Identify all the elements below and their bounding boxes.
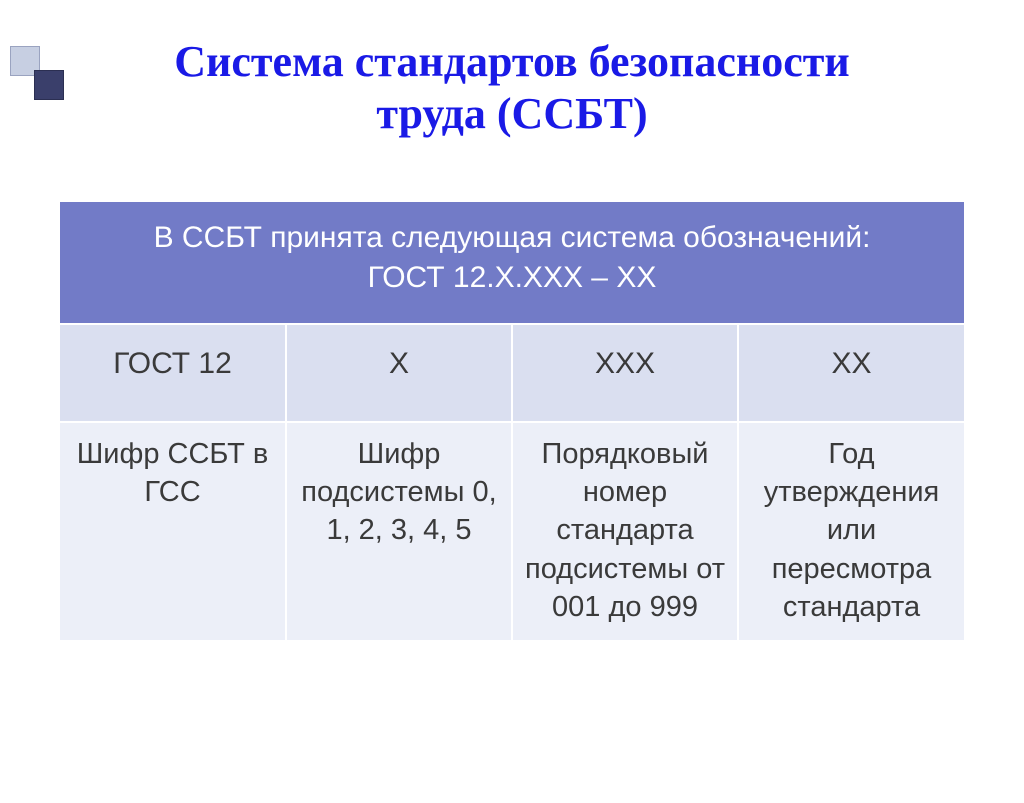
table-desc-row: Шифр ССБТ в ГСС Шифр подсистемы 0, 1, 2,… [60,422,964,640]
table-header-row: В ССБТ принята следующая система обознач… [60,202,964,324]
header-line-1: В ССБТ принята следующая система обознач… [154,221,871,254]
desc-cell: Шифр подсистемы 0, 1, 2, 3, 4, 5 [286,422,512,640]
code-cell: Х [286,324,512,422]
corner-decoration [10,46,66,102]
desc-cell: Год утверждения или пересмотра стандарта [738,422,964,640]
table-code-row: ГОСТ 12 Х ХХХ ХХ [60,324,964,422]
ssbt-table: В ССБТ принята следующая система обознач… [60,202,964,640]
page-title: Система стандартов безопасности труда (С… [0,36,1024,140]
deco-square-dark [34,70,64,100]
table-header-cell: В ССБТ принята следующая система обознач… [60,202,964,324]
title-line-2: труда (ССБТ) [376,89,647,138]
code-cell: ГОСТ 12 [60,324,286,422]
code-cell: ХХХ [512,324,738,422]
code-cell: ХХ [738,324,964,422]
title-line-1: Система стандартов безопасности [174,37,849,86]
header-line-2: ГОСТ 12.Х.ХХХ – ХХ [368,261,657,294]
desc-cell: Порядковый номер стандарта подсистемы от… [512,422,738,640]
desc-cell: Шифр ССБТ в ГСС [60,422,286,640]
